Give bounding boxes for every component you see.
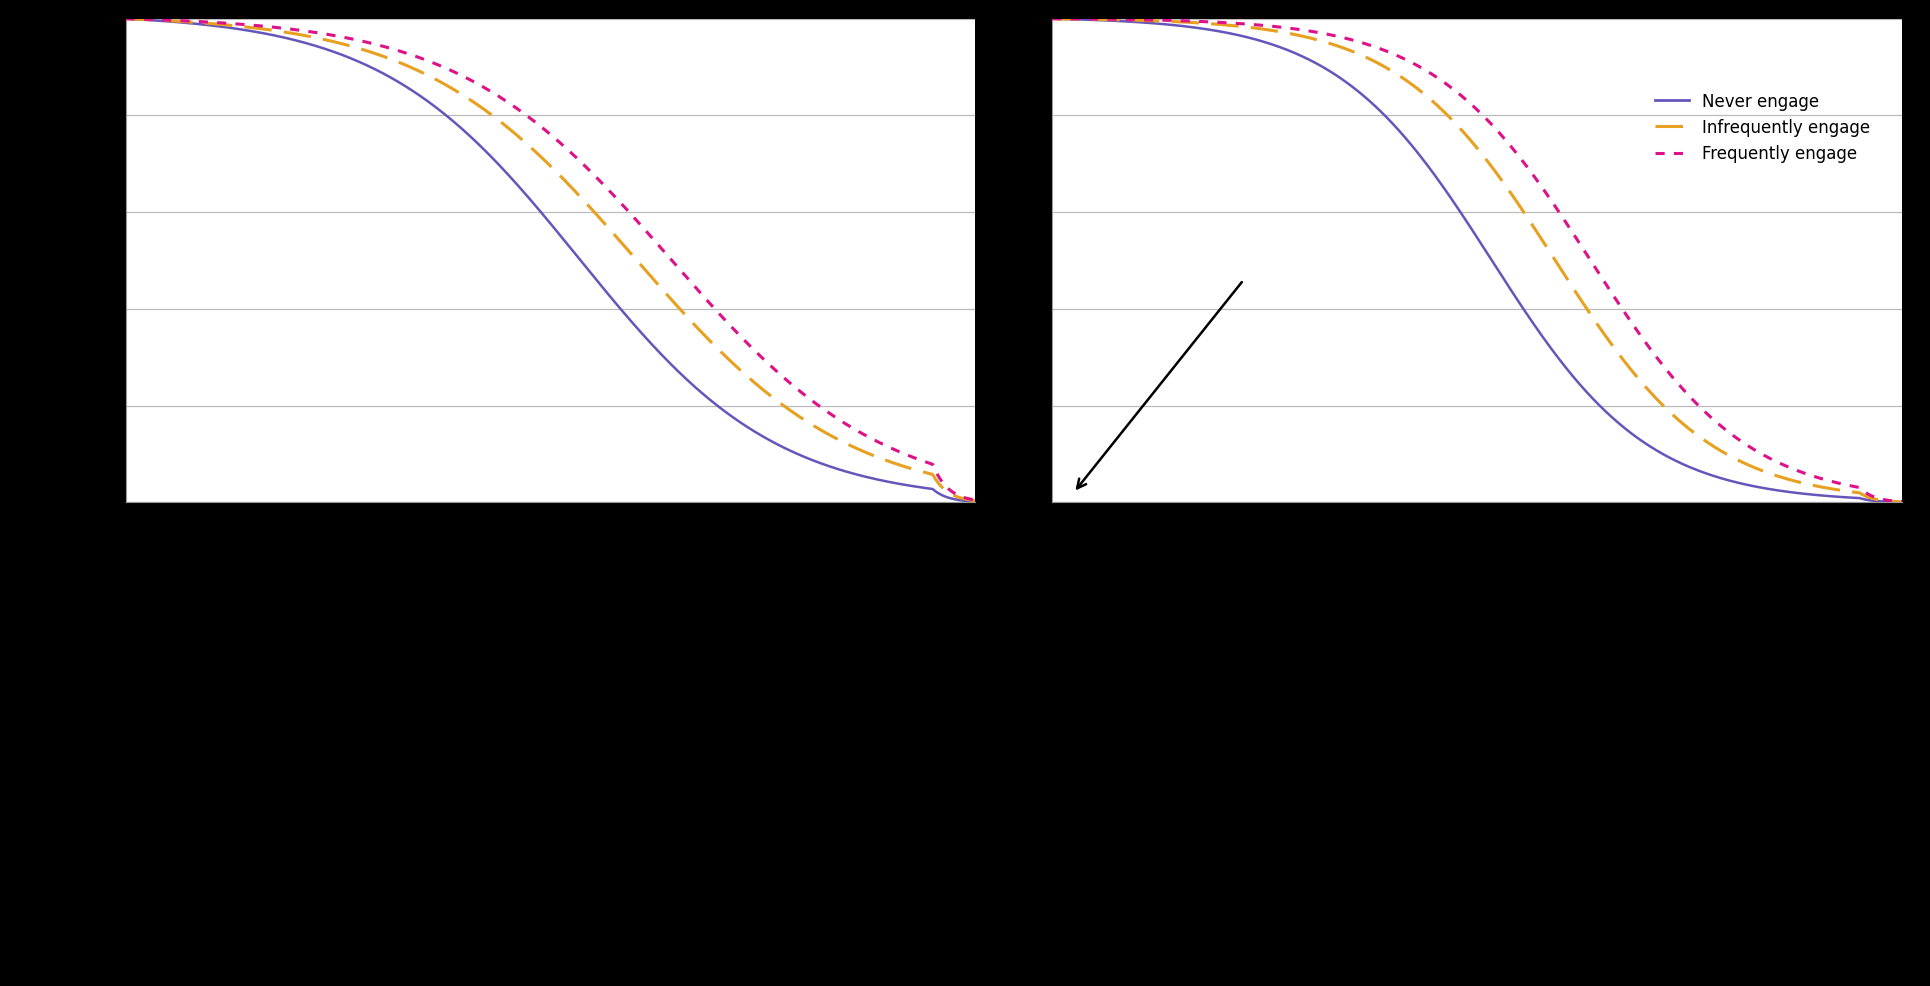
X-axis label: Survival age (years): Survival age (years) bbox=[448, 536, 652, 555]
Y-axis label: Proportion surviving: Proportion surviving bbox=[992, 158, 1009, 365]
X-axis label: Survival age (years): Survival age (years) bbox=[1374, 536, 1579, 555]
Y-axis label: Proportion surviving: Proportion surviving bbox=[66, 158, 83, 365]
Legend: Never engage, Infrequently engage, Frequently engage: Never engage, Infrequently engage, Frequ… bbox=[1648, 86, 1876, 170]
